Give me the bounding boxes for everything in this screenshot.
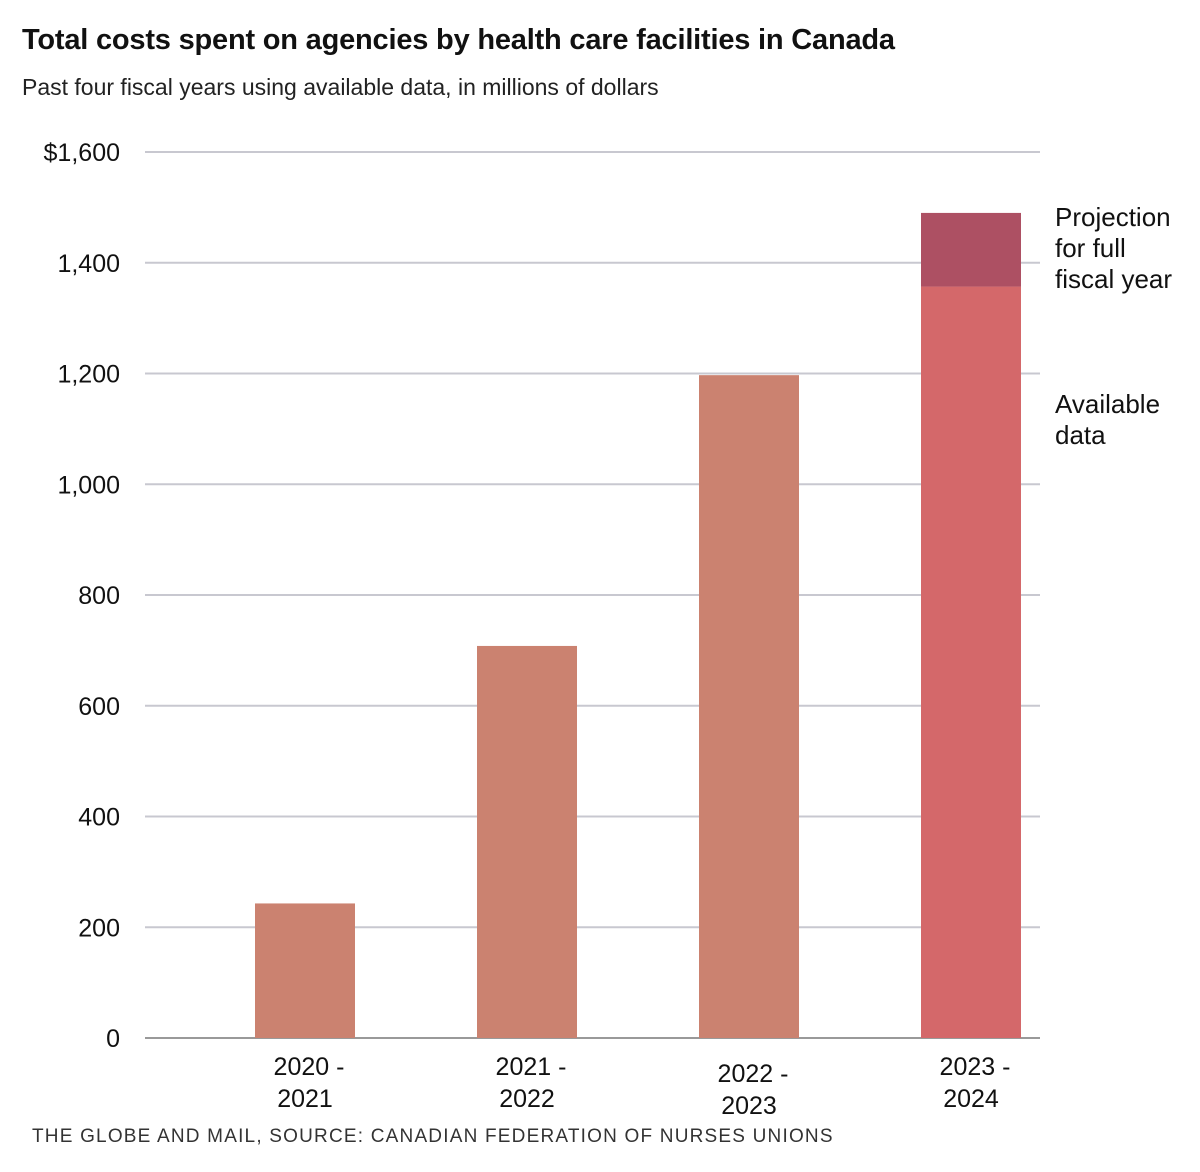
x-tick-label: 2020 - [274,1053,345,1081]
annotation-available: data [1055,420,1106,450]
x-tick-label: 2023 [721,1092,777,1120]
chart-subtitle: Past four fiscal years using available d… [22,74,659,100]
x-tick-label: 2022 - [718,1060,789,1088]
y-tick-label: 200 [78,914,120,942]
y-tick-label: 800 [78,582,120,610]
x-tick-label: 2023 - [940,1053,1011,1081]
y-tick-label: 600 [78,693,120,721]
bar-available-2 [699,375,799,1038]
y-tick-label: 1,200 [57,361,120,389]
y-tick-label: 0 [106,1025,120,1053]
y-tick-label: 1,400 [57,250,120,278]
annotation-projection: fiscal year [1055,264,1172,294]
source-note: THE GLOBE AND MAIL, SOURCE: CANADIAN FED… [32,1126,834,1147]
annotation-projection: Projection [1055,202,1171,232]
y-tick-label: 400 [78,804,120,832]
annotation-projection: for full [1055,233,1126,263]
bar-available-1 [477,645,577,1038]
x-tick-label: 2021 [277,1085,333,1113]
chart-title: Total costs spent on agencies by health … [22,24,895,56]
y-tick-label: 1,000 [57,471,120,499]
x-tick-label: 2024 [943,1085,999,1113]
annotation-available: Available [1055,389,1160,419]
bar-projection-3 [921,212,1021,287]
bars [255,212,1021,1038]
x-tick-label: 2021 - [496,1053,567,1081]
y-tick-label: $1,600 [44,139,120,167]
grid-lines [145,151,1040,1039]
y-axis-ticks: 0 200 400 600 800 1,000 1,200 1,400 $1,600 [44,139,120,1053]
bar-available-3 [921,286,1021,1038]
x-axis-labels: 2020 - 2021 2021 - 2022 2022 - 2023 2023 - 2024 [274,1053,1011,1120]
x-tick-label: 2022 [499,1085,555,1113]
bar-available-0 [255,903,355,1038]
